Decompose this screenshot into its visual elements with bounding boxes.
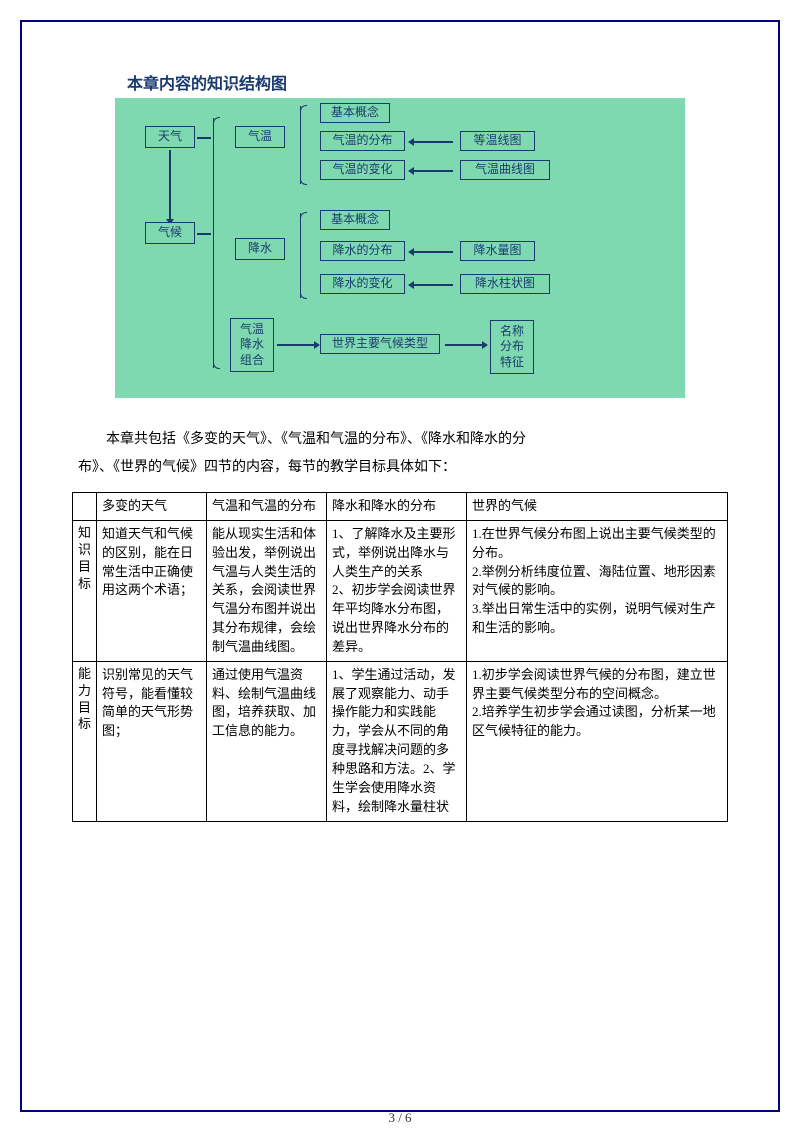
header-col: 气温和气温的分布 xyxy=(207,493,327,521)
brace-qiwen xyxy=(300,106,301,184)
page-number: 3 / 6 xyxy=(0,1110,800,1126)
edge xyxy=(445,344,483,346)
edge xyxy=(169,150,171,220)
row-label-text: 能力目标 xyxy=(78,666,91,732)
node-tianqi: 天气 xyxy=(145,126,195,148)
cell: 知道天气和气候的区别，能在日常生活中正确使用这两个术语； xyxy=(97,520,207,661)
cell: 通过使用气温资料、绘制气温曲线图，培养获取、加工信息的能力。 xyxy=(207,661,327,821)
cell: 能从现实生活和体验出发，举例说出气温与人类生活的关系，会阅读世界气温分布图并说出… xyxy=(207,520,327,661)
cell: 识别常见的天气符号，能看懂较简单的天气形势图； xyxy=(97,661,207,821)
edge xyxy=(277,344,315,346)
header-col: 多变的天气 xyxy=(97,493,207,521)
node-qwqxt: 气温曲线图 xyxy=(460,160,550,180)
edge xyxy=(413,284,453,286)
row-label-text: 知识目标 xyxy=(78,525,91,591)
node-jsfb: 降水的分布 xyxy=(320,241,405,261)
node-jszzt: 降水柱状图 xyxy=(460,274,550,294)
intro-line: 布》、《世界的气候》四节的内容，每节的教学目标具体如下： xyxy=(78,454,722,482)
node-sjtype: 世界主要气候类型 xyxy=(320,334,440,354)
node-jiangshui: 降水 xyxy=(235,238,285,260)
node-jiben1: 基本概念 xyxy=(320,103,390,123)
node-zuhe: 气温 降水 组合 xyxy=(230,318,274,372)
node-mftz: 名称 分布 特征 xyxy=(490,320,534,374)
node-jslt: 降水量图 xyxy=(460,241,535,261)
objectives-table: 多变的天气 气温和气温的分布 降水和降水的分布 世界的气候 知识目标 知道天气和… xyxy=(72,492,728,822)
table-row: 能力目标 识别常见的天气符号，能看懂较简单的天气形势图； 通过使用气温资料、绘制… xyxy=(73,661,728,821)
edge xyxy=(413,141,453,143)
node-dwxt: 等温线图 xyxy=(460,131,535,151)
node-jiben2: 基本概念 xyxy=(320,210,390,230)
node-qihou: 气候 xyxy=(145,222,195,244)
edge xyxy=(197,137,211,139)
edge xyxy=(413,170,453,172)
node-jsbh: 降水的变化 xyxy=(320,274,405,294)
brace-qihou xyxy=(213,118,214,368)
cell: 1.在世界气候分布图上说出主要气候类型的分布。 2.举例分析纬度位置、海陆位置、… xyxy=(467,520,728,661)
intro-line: 本章共包括《多变的天气》、《气温和气温的分布》、《降水和降水的分 xyxy=(78,426,722,454)
edge xyxy=(197,233,211,235)
node-qiwenfb: 气温的分布 xyxy=(320,131,405,151)
header-blank xyxy=(73,493,97,521)
node-qiwenbh: 气温的变化 xyxy=(320,160,405,180)
cell: 1.初步学会阅读世界气候的分布图，建立世界主要气候类型分布的空间概念。 2.培养… xyxy=(467,661,728,821)
row-label: 知识目标 xyxy=(73,520,97,661)
node-qiwen: 气温 xyxy=(235,126,285,148)
knowledge-structure-diagram: 本章内容的知识结构图 天气 气候 气温 基本概念 气温的分布 气温的变化 等温线… xyxy=(115,62,685,398)
diagram-canvas: 天气 气候 气温 基本概念 气温的分布 气温的变化 等温线图 气温曲线图 降水 … xyxy=(115,98,685,398)
diagram-title: 本章内容的知识结构图 xyxy=(115,62,685,98)
header-col: 世界的气候 xyxy=(467,493,728,521)
edge xyxy=(413,251,453,253)
header-col: 降水和降水的分布 xyxy=(327,493,467,521)
cell: 1、学生通过活动，发展了观察能力、动手操作能力和实践能力，学会从不同的角度寻找解… xyxy=(327,661,467,821)
row-label: 能力目标 xyxy=(73,661,97,821)
table-header-row: 多变的天气 气温和气温的分布 降水和降水的分布 世界的气候 xyxy=(73,493,728,521)
cell: 1、了解降水及主要形式，举例说出降水与人类生产的关系 2、初步学会阅读世界年平均… xyxy=(327,520,467,661)
brace-jiangshui xyxy=(300,213,301,298)
intro-paragraph: 本章共包括《多变的天气》、《气温和气温的分布》、《降水和降水的分 布》、《世界的… xyxy=(72,426,728,482)
table-row: 知识目标 知道天气和气候的区别，能在日常生活中正确使用这两个术语； 能从现实生活… xyxy=(73,520,728,661)
